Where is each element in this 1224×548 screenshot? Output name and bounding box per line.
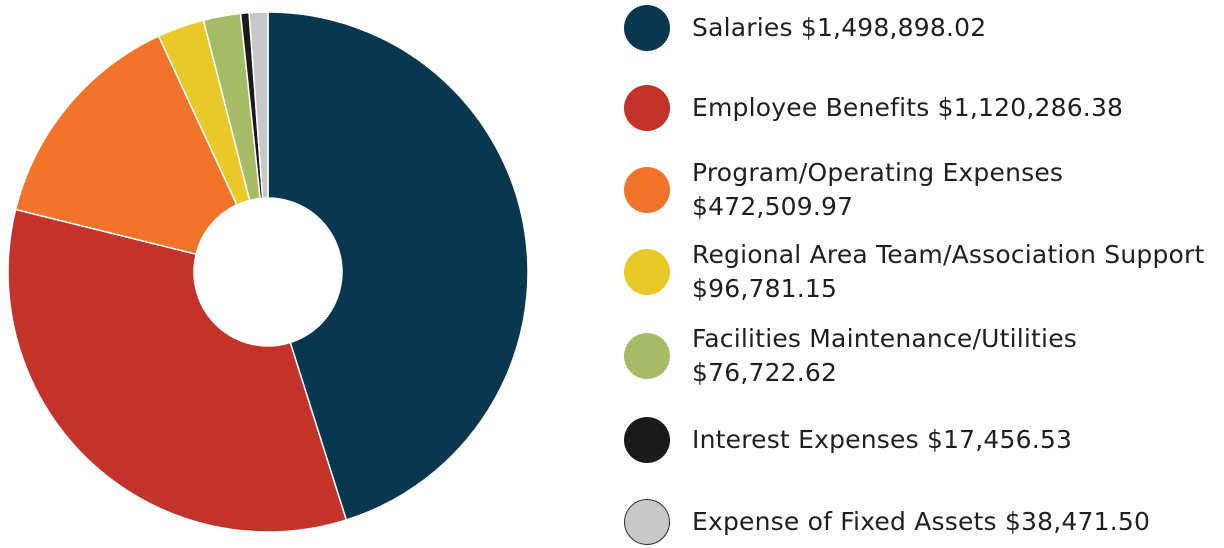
legend-name: Regional Area Team/Association Support bbox=[692, 240, 1205, 269]
slice bbox=[267, 11, 529, 521]
legend-value: $17,456.53 bbox=[926, 425, 1073, 454]
legend-label: Employee Benefits $1,120,286.38 bbox=[692, 91, 1222, 125]
legend-item: Regional Area Team/Association Support $… bbox=[624, 238, 1222, 306]
legend-swatch bbox=[624, 5, 670, 51]
legend-name: Program/Operating Expenses bbox=[692, 158, 1064, 187]
legend-value: $1,498,898.02 bbox=[800, 13, 987, 42]
legend-item: Expense of Fixed Assets $38,471.50 bbox=[624, 499, 1222, 545]
legend-value: $96,781.15 bbox=[692, 274, 838, 303]
legend-item: Facilities Maintenance/Utilities $76,722… bbox=[624, 322, 1222, 390]
legend-swatch bbox=[624, 499, 670, 545]
legend-name: Facilities Maintenance/Utilities bbox=[692, 324, 1078, 353]
donut-chart bbox=[7, 11, 529, 533]
legend-value: $38,471.50 bbox=[1004, 507, 1151, 536]
legend-name: Expense of Fixed Assets bbox=[692, 507, 997, 536]
legend-swatch bbox=[624, 333, 670, 379]
legend-label: Interest Expenses $17,456.53 bbox=[692, 423, 1222, 457]
legend-value: $472,509.97 bbox=[692, 192, 854, 221]
legend-label: Salaries $1,498,898.02 bbox=[692, 11, 1222, 45]
legend-label: Regional Area Team/Association Support $… bbox=[692, 238, 1222, 306]
legend-name: Interest Expenses bbox=[692, 425, 919, 454]
slice bbox=[14, 35, 238, 256]
legend-label: Facilities Maintenance/Utilities $76,722… bbox=[692, 322, 1222, 390]
legend-name: Salaries bbox=[692, 13, 793, 42]
legend-value: $76,722.62 bbox=[692, 358, 838, 387]
legend-swatch bbox=[624, 167, 670, 213]
legend-swatch bbox=[624, 85, 670, 131]
legend-item: Employee Benefits $1,120,286.38 bbox=[624, 85, 1222, 131]
slice bbox=[248, 11, 269, 199]
legend-item: Program/Operating Expenses $472,509.97 bbox=[624, 156, 1222, 224]
slice bbox=[7, 208, 348, 533]
legend-label: Program/Operating Expenses $472,509.97 bbox=[692, 156, 1222, 224]
legend-swatch bbox=[624, 249, 670, 295]
legend-label: Expense of Fixed Assets $38,471.50 bbox=[692, 505, 1222, 539]
legend-name: Employee Benefits bbox=[692, 93, 930, 122]
legend-value: $1,120,286.38 bbox=[937, 93, 1124, 122]
legend-item: Interest Expenses $17,456.53 bbox=[624, 417, 1222, 463]
legend-item: Salaries $1,498,898.02 bbox=[624, 5, 1222, 51]
legend-swatch bbox=[624, 417, 670, 463]
